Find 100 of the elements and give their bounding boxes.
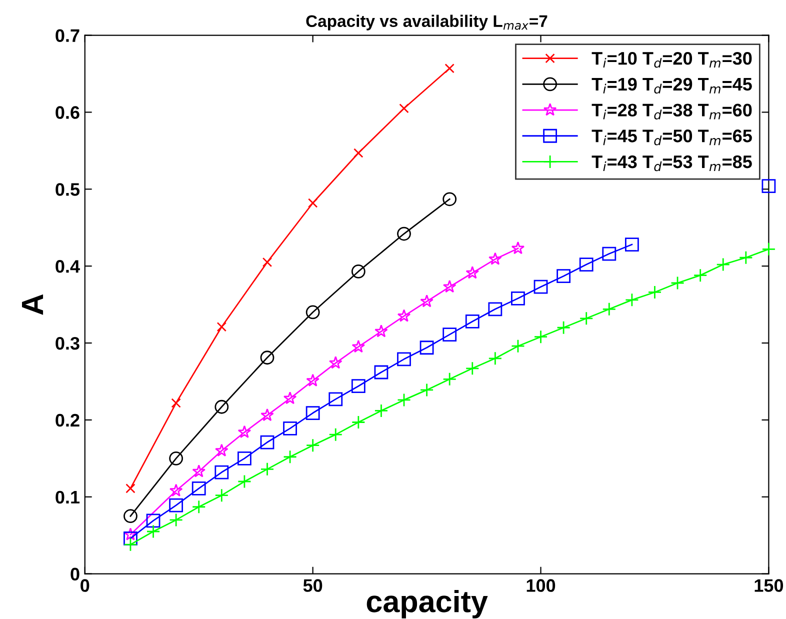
point: [488, 302, 502, 316]
point: [169, 513, 184, 527]
point: [602, 246, 616, 261]
point: [169, 451, 184, 466]
point: [556, 320, 571, 335]
point: [328, 428, 343, 442]
point: [169, 498, 184, 512]
point: [216, 322, 227, 332]
point: [442, 372, 457, 386]
y-tick-label: 0.5: [56, 183, 80, 196]
point: [354, 148, 364, 158]
point: [579, 311, 594, 326]
point: [351, 379, 366, 394]
point: [192, 481, 206, 496]
point: [420, 340, 434, 355]
y-tick-label: 0.1: [56, 490, 80, 504]
point: [192, 500, 206, 514]
point: [126, 484, 136, 494]
x-tick-label: 50: [303, 579, 322, 592]
y-tick-label: 0.6: [56, 106, 80, 119]
point: [260, 408, 274, 422]
point: [648, 285, 662, 300]
point: [625, 238, 639, 252]
point: [306, 406, 320, 420]
legend-label: T$_{i}$=28 T$_{d}$=38 T$_{m}$=60: [592, 104, 752, 120]
point: [306, 305, 320, 320]
point: [511, 291, 525, 306]
point: [283, 421, 297, 436]
point: [260, 435, 274, 450]
point: [534, 280, 548, 294]
point: [146, 514, 160, 528]
point: [625, 292, 639, 307]
point: [579, 258, 594, 272]
point: [762, 179, 776, 194]
x-tick-label: 0: [80, 579, 90, 592]
point: [351, 264, 366, 278]
point: [238, 425, 252, 438]
point: [308, 198, 318, 208]
point: [556, 269, 571, 284]
point: [260, 462, 274, 476]
point: [442, 192, 457, 206]
point: [442, 328, 457, 342]
y-tick-label: 0.3: [56, 336, 80, 350]
point: [306, 374, 320, 386]
point: [420, 294, 434, 308]
point: [238, 451, 252, 466]
point: [397, 226, 411, 241]
y-axis-title: A: [22, 294, 44, 315]
point: [465, 314, 480, 328]
legend-label: T$_{i}$=10 T$_{d}$=20 T$_{m}$=30: [592, 52, 752, 68]
point: [420, 383, 434, 397]
point: [351, 415, 366, 430]
point: [192, 464, 206, 478]
point: [397, 309, 411, 322]
point: [169, 484, 183, 496]
point: [214, 400, 229, 414]
point: [374, 324, 388, 338]
point: [214, 465, 229, 480]
point: [762, 242, 776, 256]
x-axis-title: capacity: [366, 590, 488, 618]
legend-label: T$_{i}$=19 T$_{d}$=29 T$_{m}$=45: [592, 78, 752, 94]
point: [534, 330, 548, 344]
point: [511, 339, 525, 354]
point: [262, 257, 272, 268]
point: [283, 450, 297, 464]
point: [124, 538, 138, 552]
x-tick-label: 150: [754, 579, 784, 592]
point: [328, 356, 342, 369]
point: [352, 340, 366, 353]
y-tick-label: 0.7: [56, 29, 80, 42]
point: [466, 266, 480, 279]
point: [397, 393, 411, 407]
point: [283, 391, 297, 404]
point: [602, 302, 616, 316]
point: [328, 392, 343, 406]
point: [444, 63, 454, 74]
point: [399, 104, 409, 114]
point: [465, 361, 480, 376]
point: [693, 268, 708, 282]
point: [442, 280, 456, 293]
chart-title: Capacity vs availability L$_{max}$=7: [306, 14, 548, 30]
point: [374, 365, 388, 380]
point: [124, 528, 138, 540]
point: [670, 276, 684, 290]
point: [488, 252, 502, 265]
x-tick-label: 100: [526, 579, 556, 592]
point: [306, 438, 320, 452]
point: [238, 474, 252, 488]
point: [171, 398, 181, 408]
point: [511, 241, 525, 254]
point: [215, 444, 228, 456]
legend-label: T$_{i}$=43 T$_{d}$=53 T$_{m}$=85: [592, 155, 752, 172]
y-tick-label: 0: [70, 568, 80, 581]
y-tick-label: 0.4: [56, 260, 80, 273]
point: [260, 350, 274, 365]
point: [738, 250, 753, 265]
legend-label: T$_{i}$=45 T$_{d}$=50 T$_{m}$=65: [592, 130, 752, 146]
point: [716, 258, 730, 272]
y-tick-label: 0.2: [56, 414, 80, 427]
point: [397, 352, 411, 366]
